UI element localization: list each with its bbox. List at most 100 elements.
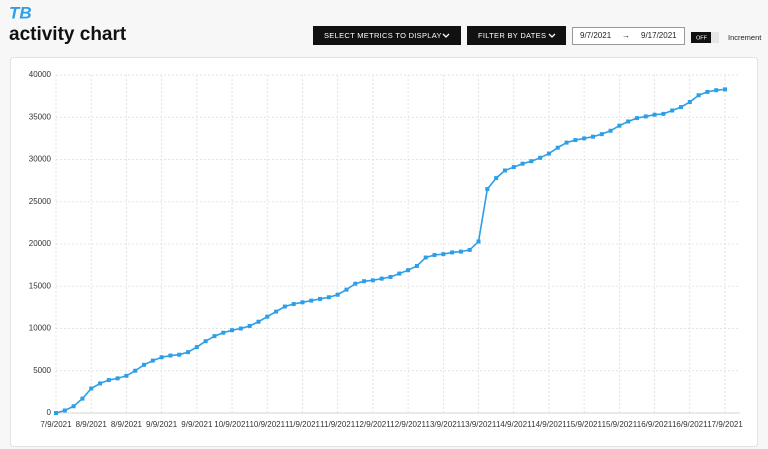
point [133, 368, 138, 373]
point [230, 328, 235, 333]
point [678, 105, 683, 110]
point [177, 352, 182, 357]
point [186, 350, 191, 355]
point [124, 373, 129, 378]
point [344, 287, 349, 292]
point [71, 404, 76, 409]
point [142, 362, 147, 367]
point [168, 353, 173, 358]
point [696, 93, 701, 98]
point [335, 292, 340, 297]
y-tick-label: 25000 [29, 197, 52, 206]
point [150, 358, 155, 363]
plot: 0 5000 10000 15000 20000 25000 30000 35000 40000… [29, 70, 744, 429]
x-tick-label: 16/9/2021 [672, 420, 708, 429]
point [89, 386, 94, 391]
x-tick-label: 10/9/2021 [214, 420, 250, 429]
chart-card [10, 57, 758, 447]
x-tick-label: 11/9/2021 [320, 420, 356, 429]
point [353, 281, 358, 286]
dates-button[interactable] [467, 26, 566, 45]
page-title: activity chart [9, 24, 127, 45]
x-tick-label: 13/9/2021 [426, 420, 462, 429]
point [476, 239, 481, 244]
point [194, 345, 199, 350]
point [670, 108, 675, 113]
point [511, 165, 516, 170]
y-tick-label: 40000 [29, 70, 52, 79]
toggle-knob [691, 32, 711, 43]
x-tick-label: 16/9/2021 [637, 420, 673, 429]
x-tick-label: 9/9/2021 [181, 420, 213, 429]
point [414, 263, 419, 268]
metrics-button[interactable] [313, 26, 461, 45]
point [388, 274, 393, 279]
x-tick-label: 12/9/2021 [355, 420, 391, 429]
y-tick-label: 30000 [29, 155, 52, 164]
x-tick-label: 15/9/2021 [602, 420, 638, 429]
point [62, 408, 67, 413]
y-tick-label: 5000 [33, 366, 51, 375]
point [485, 187, 490, 192]
point [397, 271, 402, 276]
point [502, 168, 507, 173]
point [687, 100, 692, 105]
point [705, 89, 710, 94]
point [98, 381, 103, 386]
point [538, 155, 543, 160]
point [115, 376, 120, 381]
point [590, 134, 595, 139]
point [212, 334, 217, 339]
point [529, 159, 534, 164]
x-tick-label: 17/9/2021 [707, 420, 743, 429]
x-tick-label: 14/9/2021 [531, 420, 567, 429]
point [423, 255, 428, 260]
chevron [442, 33, 450, 38]
point [300, 300, 305, 305]
point [362, 279, 367, 284]
point [555, 145, 560, 150]
x-tick-label: 8/9/2021 [76, 420, 108, 429]
y-tick-label: 15000 [29, 281, 52, 290]
point [520, 161, 525, 166]
x-tick-label: 8/9/2021 [111, 420, 143, 429]
point [441, 252, 446, 257]
point [643, 114, 648, 119]
point [450, 250, 455, 255]
y-tick-label: 10000 [29, 324, 52, 333]
point [379, 276, 384, 281]
point [661, 111, 666, 116]
point [652, 112, 657, 117]
point [282, 304, 287, 309]
point [432, 252, 437, 257]
point [274, 309, 279, 314]
toggle-label: Increment [728, 33, 762, 42]
x-tick-label: 9/9/2021 [146, 420, 178, 429]
logo[interactable]: TB [9, 3, 32, 22]
date-end[interactable]: 9/17/2021 [641, 31, 677, 40]
x-tick-label: 13/9/2021 [461, 420, 497, 429]
x-tick-label: 7/9/2021 [40, 420, 72, 429]
point [247, 323, 252, 328]
date-arrow: → [622, 31, 630, 40]
date-start[interactable]: 9/7/2021 [580, 31, 612, 40]
metrics-button-label[interactable]: SELECT METRICS TO DISPLAY [324, 31, 442, 40]
point [221, 330, 226, 335]
x-tick-label: 15/9/2021 [566, 420, 602, 429]
point [159, 355, 164, 360]
date-range[interactable] [572, 27, 685, 45]
point [608, 128, 613, 133]
point [80, 396, 85, 401]
y-tick-label: 20000 [29, 239, 52, 248]
point [291, 301, 296, 306]
point [626, 119, 631, 124]
dates-button-label[interactable]: FILTER BY DATES [478, 31, 546, 40]
point [617, 123, 622, 128]
x-tick-label: 14/9/2021 [496, 420, 532, 429]
x-tick-label: 10/9/2021 [249, 420, 285, 429]
point [54, 411, 58, 415]
point [318, 296, 323, 301]
point [573, 138, 578, 143]
point [723, 87, 727, 92]
